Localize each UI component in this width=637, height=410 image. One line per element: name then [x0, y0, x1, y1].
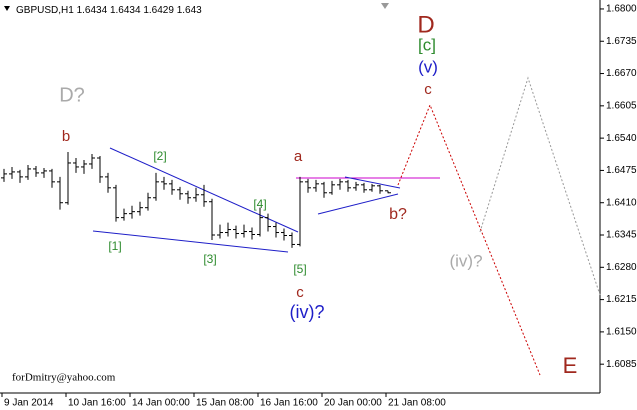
x-tick-label: 14 Jan 00:00: [132, 398, 190, 409]
x-tick-label: 21 Jan 08:00: [388, 398, 446, 409]
y-tick-label: 1.6475: [606, 165, 637, 176]
y-tick-label: 1.6605: [606, 100, 637, 111]
y-tick-label: 1.6670: [606, 68, 637, 79]
chart-shift-marker: [381, 3, 389, 9]
header-open: 1.6434: [77, 5, 108, 16]
x-tick-label: 20 Jan 00:00: [324, 398, 382, 409]
header-high: 1.6434: [110, 5, 141, 16]
trend-line: [92, 230, 289, 253]
trend-line: [317, 193, 399, 215]
wave-label: b?: [389, 206, 407, 223]
wave-label: [3]: [203, 252, 216, 266]
y-tick-label: 1.6345: [606, 230, 637, 241]
wave-label: [4]: [253, 197, 266, 211]
y-tick-label: 1.6150: [606, 327, 637, 338]
chart-header: GBPUSD,H1 1.6434 1.6434 1.6429 1.643: [16, 5, 202, 16]
wave-label: c: [424, 81, 432, 98]
x-tick-label: 16 Jan 16:00: [260, 398, 318, 409]
wave-label: [5]: [293, 262, 306, 276]
y-tick-label: 1.6085: [606, 359, 637, 370]
header-low: 1.6429: [143, 5, 174, 16]
trend-line: [344, 176, 401, 189]
y-tick-label: 1.6735: [606, 36, 637, 47]
menu-icon: [4, 6, 10, 11]
wave-label: a: [294, 148, 303, 165]
wave-label: D?: [59, 84, 85, 106]
wave-label: [2]: [153, 149, 166, 163]
x-tick-label: 15 Jan 08:00: [196, 398, 254, 409]
y-tick-label: 1.6280: [606, 262, 637, 273]
wave-label: E: [563, 353, 578, 378]
wave-label: (iv)?: [290, 302, 325, 322]
footer: forDmitry@yahoo.com: [12, 372, 116, 384]
wave-label: b: [62, 128, 70, 145]
projection-path: [479, 76, 601, 296]
wave-label: [1]: [108, 239, 121, 253]
header-close: 1.643: [177, 5, 202, 16]
y-tick-label: 1.6800: [606, 4, 637, 15]
y-tick-label: 1.6410: [606, 197, 637, 208]
x-tick-label: 9 Jan 2014: [4, 398, 54, 409]
y-tick-label: 1.6215: [606, 294, 637, 305]
wave-label: [c]: [418, 35, 436, 54]
wave-label: (iv)?: [449, 251, 482, 270]
projection-path: [397, 103, 541, 376]
y-tick-label: 1.6540: [606, 133, 637, 144]
wave-label: (v): [418, 57, 438, 76]
wave-label: D: [417, 11, 434, 38]
wave-label: c: [296, 284, 304, 301]
symbol: GBPUSD,H1: [16, 5, 74, 16]
x-tick-label: 10 Jan 16:00: [68, 398, 126, 409]
